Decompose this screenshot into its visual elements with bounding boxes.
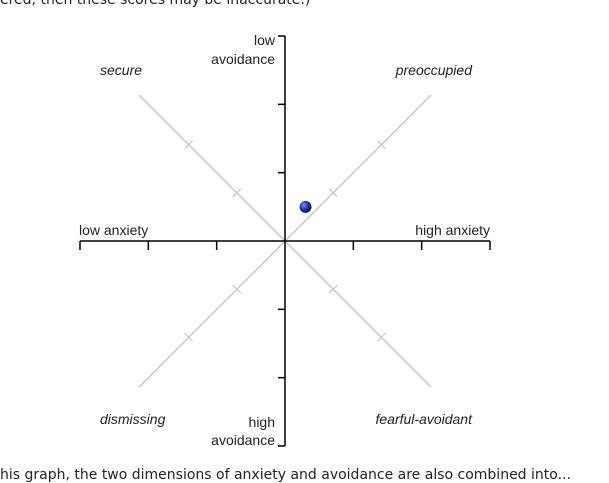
diagonal-tick-main-0-0 [232,188,242,198]
quadrant-label-preoccupied: preoccupied [395,62,473,78]
high-avoidance-label-line2: avoidance [211,432,275,448]
diagonal-tick-main-1-1 [376,332,386,342]
diagonal-tick-main-0-1 [328,284,338,294]
diagonal-tick-anti-1-0 [184,332,194,342]
quadrant-label-dismissing: dismissing [100,411,166,427]
diagonal-tick-anti-1-1 [376,140,386,150]
high-avoidance-label-line1: high [249,414,275,430]
quadrant-label-fearful-avoidant: fearful-avoidant [375,411,473,427]
high-anxiety-label: high anxiety [415,222,490,238]
low-anxiety-label: low anxiety [79,222,148,238]
score-point [299,200,312,213]
low-avoidance-label-line2: avoidance [211,51,275,67]
bottom-text: his graph, the two dimensions of anxiety… [0,467,571,483]
attachment-chart-svg: low avoidance high avoidance low anxiety… [79,32,491,448]
diagonal-tick-main-1-0 [184,140,194,150]
top-text: ered, then these scores may be inaccurat… [0,0,311,8]
quadrant-label-secure: secure [100,62,142,78]
attachment-chart: low avoidance high avoidance low anxiety… [68,22,500,458]
low-avoidance-label-line1: low [254,32,276,48]
diagonal-tick-anti-0-0 [232,284,242,294]
diagonal-tick-anti-0-1 [328,188,338,198]
